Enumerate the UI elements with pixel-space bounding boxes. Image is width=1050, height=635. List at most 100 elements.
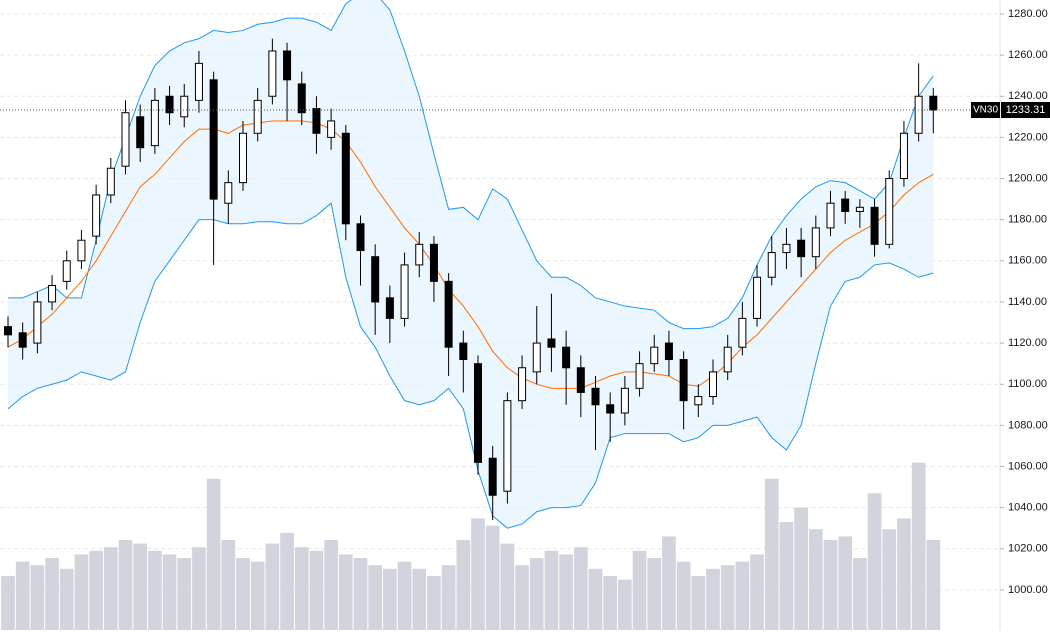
candle-body	[547, 338, 556, 348]
volume-bar	[808, 529, 823, 630]
candle-body	[899, 132, 908, 180]
volume-bar	[926, 540, 941, 630]
candle-body	[474, 363, 482, 463]
volume-bar	[794, 507, 808, 630]
volume-bar	[867, 493, 882, 630]
candle-body	[33, 301, 42, 344]
candle-body	[136, 116, 145, 149]
volume-bar	[838, 536, 853, 630]
candle-body	[4, 326, 12, 336]
y-tick-label: 1240.00	[1008, 90, 1048, 102]
volume-bar	[427, 576, 441, 630]
candle-body	[92, 194, 101, 237]
volume-bar	[911, 462, 926, 630]
y-tick-label: 1060.00	[1008, 460, 1048, 472]
volume-bar	[529, 558, 544, 630]
price-tag	[1001, 102, 1050, 119]
volume-bar	[676, 561, 691, 630]
y-tick-label: 1160.00	[1008, 255, 1047, 267]
y-tick-label: 1000.00	[1008, 584, 1048, 596]
candle-body	[253, 99, 262, 134]
volume-bar	[15, 561, 30, 630]
volume-bar	[588, 568, 603, 630]
candle-body	[77, 239, 86, 262]
candle-body	[885, 178, 894, 245]
candle-body	[914, 95, 923, 134]
y-tick-label: 1120.00	[1008, 337, 1047, 349]
candle-body	[694, 396, 703, 406]
candle-body	[797, 239, 806, 258]
y-tick-label: 1020.00	[1008, 543, 1048, 555]
symbol-tag	[971, 102, 1000, 119]
y-tick-label: 1220.00	[1008, 131, 1048, 143]
volume-bar	[206, 478, 221, 630]
candle-body	[738, 317, 747, 348]
volume-bar	[515, 565, 529, 630]
volume-bar	[103, 547, 118, 630]
candle-body	[503, 400, 512, 492]
volume-bar	[735, 561, 750, 630]
volume-bar	[353, 558, 368, 630]
candle-body	[929, 95, 938, 111]
volume-bar	[192, 547, 206, 630]
candle-body	[606, 404, 615, 414]
candle-body	[18, 332, 27, 348]
candle-body	[415, 243, 424, 266]
volume-bar	[691, 576, 706, 630]
volume-bar	[148, 550, 162, 630]
y-tick-label: 1200.00	[1008, 172, 1048, 184]
candle-body	[268, 50, 277, 97]
candle-body	[679, 359, 688, 402]
volume-bar	[236, 558, 250, 630]
volume-bar	[162, 554, 177, 630]
volume-bar	[1, 576, 15, 630]
y-tick-label: 1040.00	[1008, 502, 1048, 514]
candle-body	[664, 342, 673, 361]
volume-bar	[265, 543, 280, 630]
candle-body	[356, 223, 365, 252]
volume-bar	[324, 540, 338, 630]
candle-body	[180, 95, 189, 118]
volume-bar	[823, 540, 838, 630]
candle-body	[297, 83, 306, 114]
candle-body	[106, 167, 115, 196]
volume-bar	[59, 568, 74, 630]
candle-body	[518, 367, 527, 402]
volume-bar	[779, 522, 794, 630]
candle-body	[591, 387, 600, 406]
candle-body	[620, 387, 629, 414]
volume-bar	[368, 565, 383, 630]
volume-bar	[89, 550, 103, 630]
volume-bar	[764, 478, 779, 630]
volume-bar	[750, 554, 764, 630]
candle-body	[239, 132, 247, 184]
volume-bar	[632, 550, 647, 630]
candle-body	[444, 280, 453, 348]
volume-bar	[280, 532, 294, 630]
volume-bar	[338, 554, 353, 630]
volume-bar	[383, 568, 397, 630]
volume-bar	[544, 550, 559, 630]
volume-bar	[559, 554, 573, 630]
volume-bar	[45, 558, 59, 630]
volume-bar	[897, 518, 911, 630]
volume-bar	[573, 547, 588, 630]
volume-bar	[294, 547, 309, 630]
candle-body	[194, 62, 203, 101]
candle-body	[709, 371, 717, 398]
volume-bar	[74, 554, 89, 630]
candle-body	[532, 342, 541, 373]
volume-bar	[485, 525, 500, 630]
volume-bar	[250, 561, 265, 630]
candle-body	[165, 95, 174, 114]
y-tick-label: 1100.00	[1008, 378, 1047, 390]
band-lower	[7, 202, 934, 529]
candle-body	[312, 108, 321, 134]
y-tick-label: 1080.00	[1008, 419, 1048, 431]
volume-bar	[30, 565, 45, 630]
volume-bar	[309, 550, 324, 630]
volume-bar	[118, 540, 133, 630]
candle-body	[635, 363, 644, 389]
